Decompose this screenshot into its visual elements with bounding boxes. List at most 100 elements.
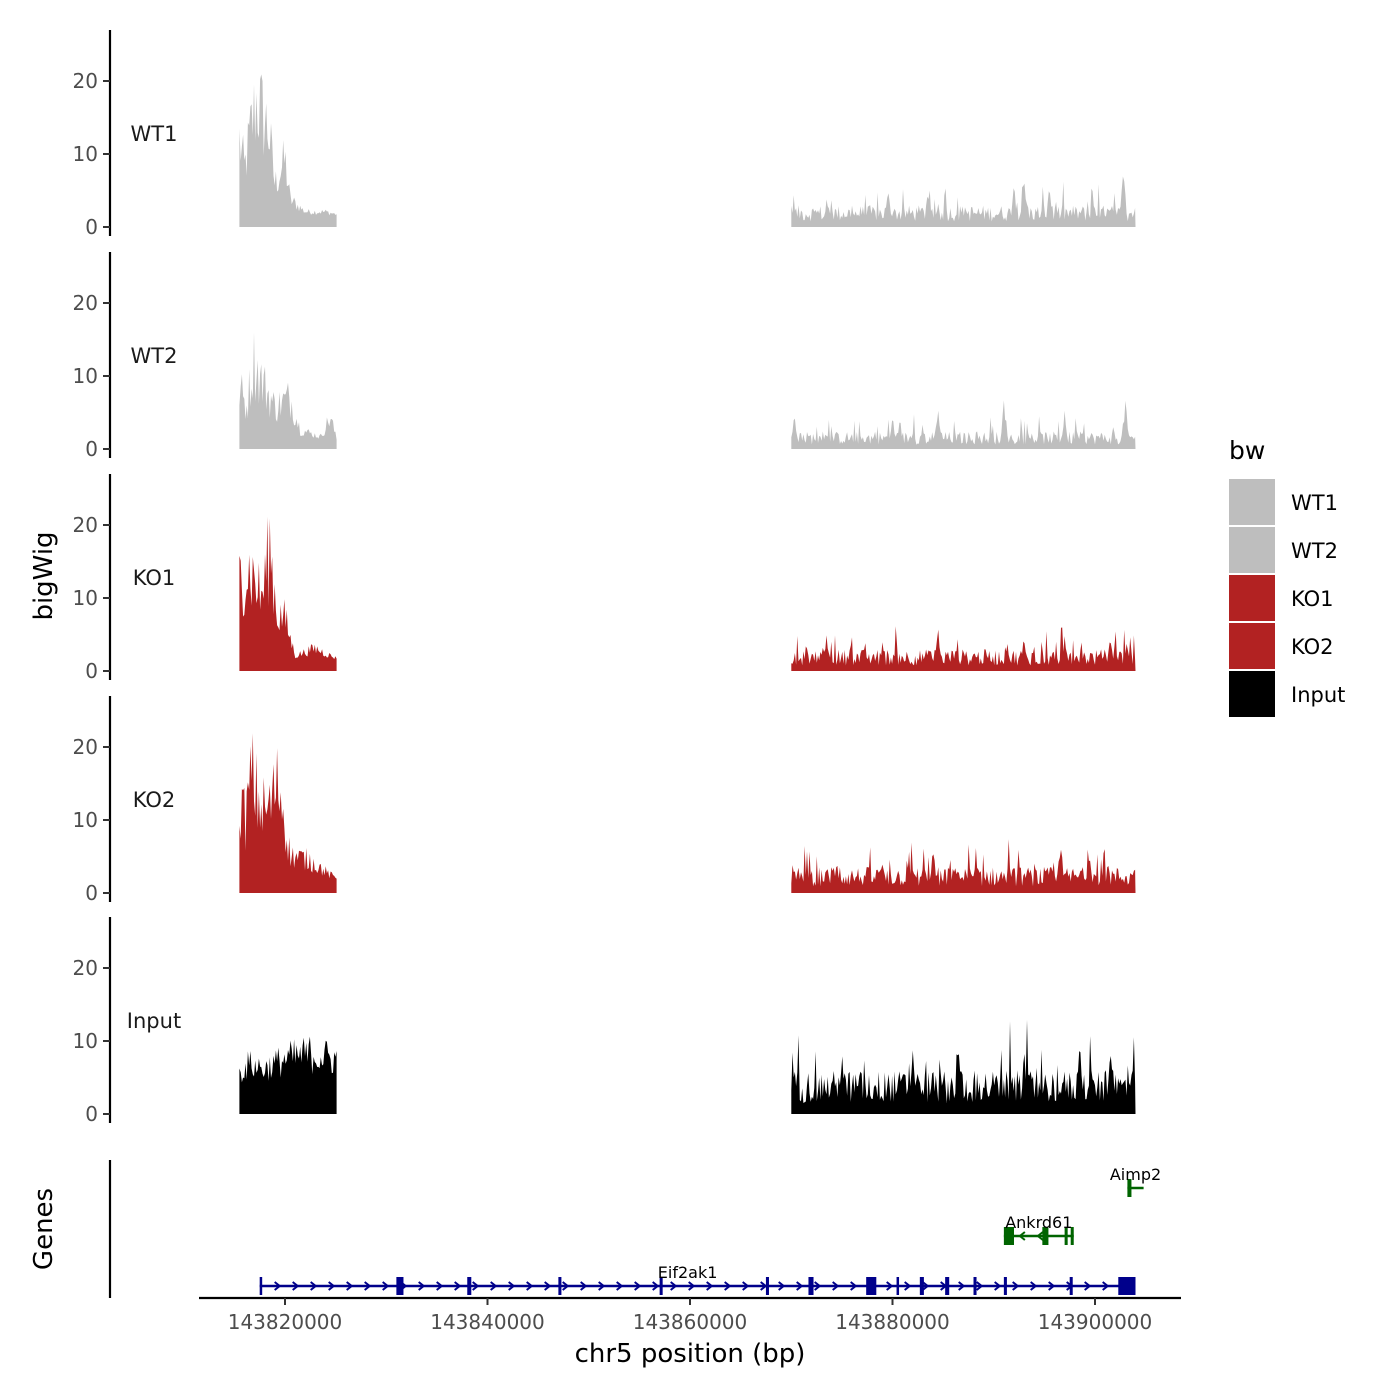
strand-chevron [364,1281,372,1291]
exon [396,1277,404,1295]
legend-label: KO1 [1291,587,1334,611]
x-tick-label: 143880000 [835,1310,950,1334]
exon [866,1277,877,1295]
strand-chevron [1018,1231,1026,1241]
strand-chevron [904,1281,912,1291]
genes-axis-title: Genes [29,1188,59,1270]
signal-area-region2 [791,839,1136,893]
gene-aimp2: Aimp2 [1110,1165,1161,1197]
strand-chevron [670,1281,678,1291]
y-tick-label: 20 [73,956,98,980]
strand-chevron [346,1281,354,1291]
exon [919,1277,924,1295]
strand-chevron [328,1281,336,1291]
signal-area-region1 [239,332,337,449]
strand-chevron [1036,1231,1044,1241]
strand-chevron [724,1281,732,1291]
strand-chevron [472,1281,480,1291]
y-tick-label: 10 [73,364,98,388]
strand-chevron [778,1281,786,1291]
strand-chevron [976,1281,984,1291]
bigwig-tracks: 0 10 20 WT1 0 10 20 WT2 0 10 20 KO1 0 10 20 KO2 0 10 20 Inp… [73,30,1136,1126]
legend-swatch [1229,527,1275,573]
signal-area-region1 [239,516,337,671]
strand-chevron [688,1281,696,1291]
legend-item-input: Input [1229,671,1345,717]
strand-chevron [760,1281,768,1291]
strand-chevron [652,1281,660,1291]
exon [1069,1277,1073,1295]
exon [1127,1179,1132,1197]
strand-chevron [1048,1281,1056,1291]
gene-ankrd61: Ankrd61 [1003,1213,1074,1245]
legend-label: WT1 [1291,491,1338,515]
strand-chevron [616,1281,624,1291]
signal-area-region1 [239,733,337,893]
strand-chevron [526,1281,534,1291]
signal-area-region2 [791,176,1136,227]
signal-area-region2 [791,626,1136,671]
legend-label: WT2 [1291,539,1338,563]
signal-area-region2 [791,400,1136,449]
x-axis-title: chr5 position (bp) [575,1339,806,1369]
strand-chevron [1102,1281,1110,1291]
gene-track: Eif2ak1 Ankrd61 Aimp2 [108,1160,1161,1298]
track-label: Input [127,1009,181,1033]
exon [973,1277,977,1295]
y-tick-label: 10 [73,142,98,166]
track-label: WT1 [131,122,178,146]
signal-area-region2 [791,1020,1136,1114]
strand-chevron [634,1281,642,1291]
signal-area-region1 [239,74,337,228]
exon [659,1277,663,1295]
legend-label: Input [1291,683,1345,707]
strand-chevron [1084,1281,1092,1291]
strand-chevron [1030,1281,1038,1291]
y-tick-label: 10 [73,586,98,610]
exon [1118,1277,1136,1295]
track-wt1: 0 10 20 WT1 [73,30,1136,239]
legend-title: bw [1229,436,1265,465]
strand-chevron [310,1281,318,1291]
strand-chevron [454,1281,462,1291]
strand-chevron [436,1281,444,1291]
strand-chevron [850,1281,858,1291]
exon [945,1277,950,1295]
gene-label: Aimp2 [1110,1165,1161,1184]
strand-chevron [958,1281,966,1291]
gene-label: Ankrd61 [1005,1213,1072,1232]
strand-chevron [814,1281,822,1291]
x-tick-label: 143900000 [1038,1310,1153,1334]
legend-item-ko1: KO1 [1229,575,1334,621]
strand-chevron [382,1281,390,1291]
legend-swatch [1229,671,1275,717]
exon [1064,1227,1068,1245]
signal-area-region1 [239,1036,337,1114]
y-tick-label: 10 [73,808,98,832]
strand-chevron [1012,1281,1020,1291]
track-input: 0 10 20 Input [73,917,1136,1126]
strand-chevron [706,1281,714,1291]
track-label: WT2 [131,344,178,368]
strand-chevron [742,1281,750,1291]
x-tick-label: 143820000 [228,1310,343,1334]
strand-chevron [292,1281,300,1291]
gene-eif2ak1: Eif2ak1 [259,1263,1136,1295]
strand-chevron [418,1281,426,1291]
y-tick-label: 20 [73,69,98,93]
y-tick-label: 0 [85,659,98,683]
strand-chevron [886,1281,894,1291]
strand-chevron [598,1281,606,1291]
strand-chevron [832,1281,840,1291]
strand-chevron [922,1281,930,1291]
exon [259,1277,263,1295]
strand-chevron [796,1281,804,1291]
y-tick-label: 20 [73,291,98,315]
strand-chevron [544,1281,552,1291]
exon [1003,1227,1014,1245]
strand-chevron [580,1281,588,1291]
x-tick-label: 143860000 [633,1310,748,1334]
y-tick-label: 20 [73,735,98,759]
strand-chevron [562,1281,570,1291]
